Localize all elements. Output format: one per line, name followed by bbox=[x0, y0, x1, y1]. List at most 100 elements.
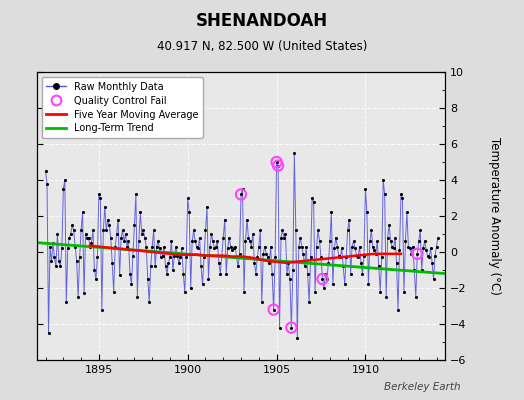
Point bbox=[283, 270, 291, 277]
Point bbox=[253, 254, 261, 261]
Point bbox=[115, 272, 124, 278]
Point bbox=[317, 254, 325, 261]
Point bbox=[126, 270, 134, 277]
Point bbox=[226, 243, 235, 250]
Point bbox=[407, 250, 416, 257]
Point bbox=[86, 243, 94, 250]
Point bbox=[267, 243, 275, 250]
Point bbox=[398, 195, 407, 201]
Point bbox=[289, 267, 297, 273]
Point bbox=[113, 231, 121, 237]
Point bbox=[366, 238, 374, 244]
Point bbox=[272, 159, 281, 165]
Point bbox=[432, 243, 441, 250]
Point bbox=[379, 177, 387, 183]
Point bbox=[234, 263, 242, 270]
Point bbox=[252, 270, 260, 277]
Point bbox=[130, 222, 139, 228]
Point bbox=[181, 288, 189, 295]
Point bbox=[418, 267, 426, 273]
Point bbox=[204, 276, 213, 282]
Point bbox=[111, 243, 119, 250]
Point bbox=[136, 209, 145, 216]
Point bbox=[158, 252, 167, 259]
Point bbox=[358, 270, 367, 277]
Point bbox=[326, 238, 334, 244]
Point bbox=[271, 254, 279, 261]
Point bbox=[50, 254, 59, 261]
Point bbox=[315, 238, 324, 244]
Point bbox=[360, 252, 368, 259]
Point bbox=[413, 250, 421, 257]
Point bbox=[272, 159, 281, 165]
Point bbox=[342, 254, 351, 261]
Point bbox=[425, 254, 433, 261]
Point bbox=[224, 245, 232, 252]
Point bbox=[166, 254, 174, 261]
Point bbox=[287, 324, 296, 331]
Point bbox=[183, 195, 192, 201]
Point bbox=[169, 267, 177, 273]
Point bbox=[77, 227, 85, 234]
Point bbox=[209, 238, 217, 244]
Point bbox=[376, 288, 385, 295]
Point bbox=[203, 204, 211, 210]
Point bbox=[255, 243, 263, 250]
Point bbox=[337, 245, 346, 252]
Point bbox=[127, 281, 136, 288]
Point bbox=[314, 227, 322, 234]
Point bbox=[65, 234, 73, 241]
Point bbox=[118, 227, 127, 234]
Point bbox=[157, 254, 165, 261]
Point bbox=[431, 252, 439, 259]
Point bbox=[228, 247, 236, 254]
Point bbox=[230, 245, 238, 252]
Point bbox=[215, 260, 223, 266]
Point bbox=[83, 234, 91, 241]
Point bbox=[411, 294, 420, 300]
Point bbox=[403, 209, 411, 216]
Point bbox=[210, 245, 219, 252]
Point bbox=[190, 227, 198, 234]
Point bbox=[41, 168, 50, 174]
Point bbox=[434, 234, 442, 241]
Point bbox=[258, 299, 266, 306]
Point bbox=[185, 209, 193, 216]
Point bbox=[384, 234, 392, 241]
Point bbox=[80, 290, 88, 297]
Point bbox=[147, 263, 155, 270]
Point bbox=[354, 254, 362, 261]
Point bbox=[139, 227, 147, 234]
Point bbox=[56, 263, 64, 270]
Point bbox=[124, 238, 133, 244]
Point bbox=[336, 254, 344, 261]
Point bbox=[237, 191, 245, 198]
Point bbox=[312, 243, 321, 250]
Point bbox=[394, 306, 402, 313]
Point bbox=[105, 222, 113, 228]
Point bbox=[231, 243, 239, 250]
Point bbox=[167, 238, 176, 244]
Point bbox=[409, 243, 417, 250]
Point bbox=[377, 254, 386, 261]
Point bbox=[386, 238, 395, 244]
Point bbox=[275, 324, 283, 331]
Point bbox=[318, 276, 326, 282]
Point bbox=[422, 247, 430, 254]
Point bbox=[420, 238, 429, 244]
Point bbox=[106, 234, 115, 241]
Point bbox=[320, 285, 328, 291]
Point bbox=[419, 245, 428, 252]
Point bbox=[256, 227, 265, 234]
Point bbox=[45, 330, 53, 336]
Point bbox=[247, 243, 256, 250]
Point bbox=[213, 238, 222, 244]
Point bbox=[219, 234, 227, 241]
Point bbox=[335, 252, 343, 259]
Point bbox=[355, 243, 364, 250]
Point bbox=[161, 263, 170, 270]
Point bbox=[176, 254, 184, 261]
Point bbox=[70, 227, 78, 234]
Point bbox=[372, 250, 380, 257]
Point bbox=[102, 227, 111, 234]
